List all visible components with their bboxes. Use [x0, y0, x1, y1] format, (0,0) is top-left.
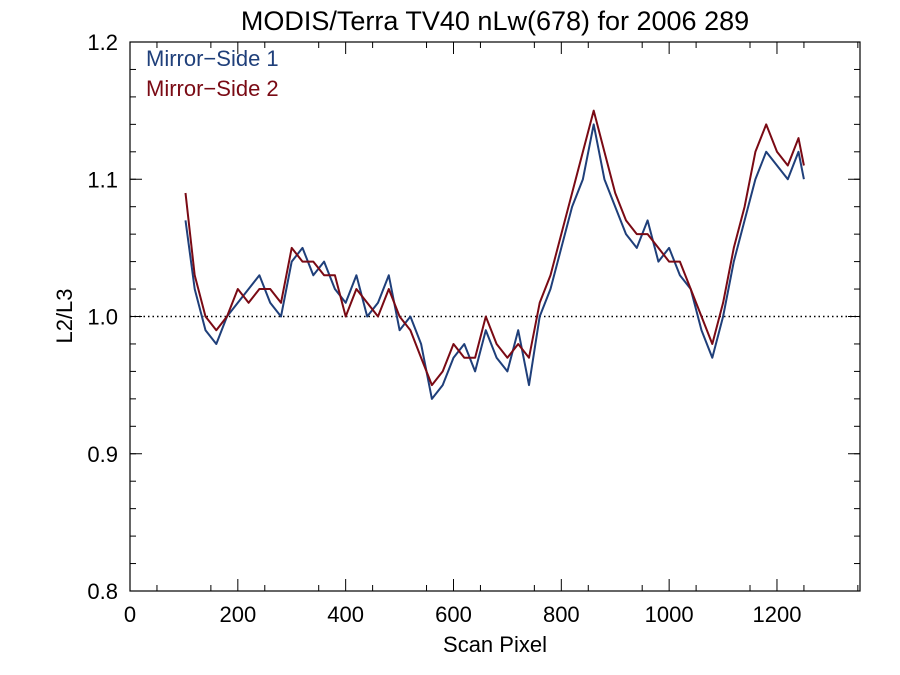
legend-entry-mirror-side-2: Mirror−Side 2	[146, 76, 279, 101]
y-tick-label: 0.9	[87, 442, 118, 467]
x-tick-label: 600	[435, 602, 472, 627]
y-axis-label: L2/L3	[52, 288, 77, 343]
x-axis-label: Scan Pixel	[443, 632, 547, 657]
plot-area: 0 200 400 600 800 1000 1200 0.8 0.9 1.0 1.1 1.2	[87, 30, 861, 627]
x-tick-label: 200	[219, 602, 256, 627]
x-tick-label: 800	[543, 602, 580, 627]
legend: Mirror−Side 1 Mirror−Side 2	[146, 46, 279, 101]
x-tick-label: 1200	[752, 602, 801, 627]
x-tick-label: 1000	[645, 602, 694, 627]
x-tick-label: 0	[124, 602, 136, 627]
x-tick-label: 400	[327, 602, 364, 627]
y-tick-label: 1.0	[87, 305, 118, 330]
y-tick-label: 0.8	[87, 579, 118, 604]
series-line-mirror-side-2	[184, 109, 805, 387]
series-line-mirror-side-1	[184, 123, 805, 400]
y-tick-label: 1.1	[87, 167, 118, 192]
chart-title: MODIS/Terra TV40 nLw(678) for 2006 289	[241, 6, 749, 36]
y-tick-label: 1.2	[87, 30, 118, 55]
legend-entry-mirror-side-1: Mirror−Side 1	[146, 46, 279, 71]
